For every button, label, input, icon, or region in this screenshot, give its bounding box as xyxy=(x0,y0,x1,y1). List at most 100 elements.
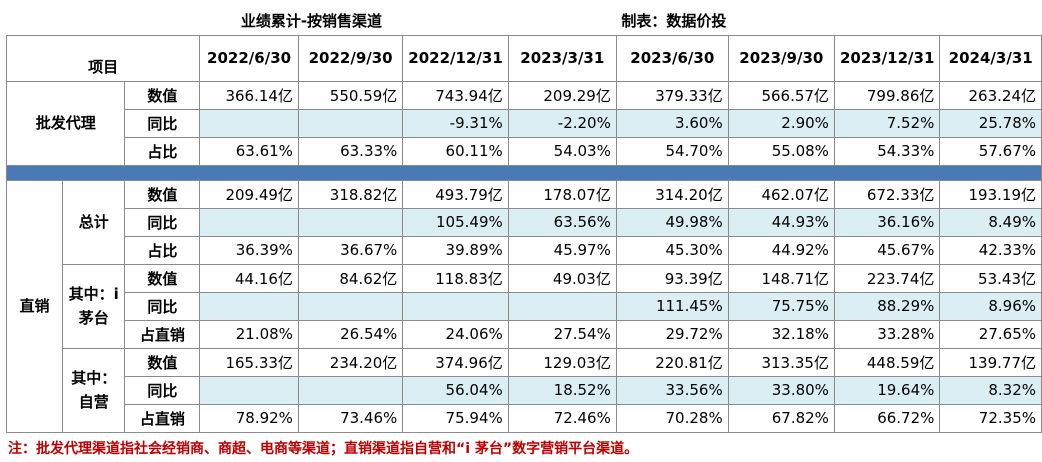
metric-label[interactable]: 同比 xyxy=(124,108,201,138)
value-cell[interactable] xyxy=(297,291,404,321)
value-cell[interactable]: 27.65% xyxy=(939,319,1042,349)
date-header[interactable]: 2024/3/31 xyxy=(939,34,1042,82)
metric-label[interactable]: 占直销 xyxy=(124,319,201,349)
subgroup-imoutai[interactable]: 其中：i茅台 xyxy=(61,263,126,349)
value-cell[interactable]: 566.57亿 xyxy=(727,80,835,110)
value-cell[interactable]: 55.08% xyxy=(727,136,835,166)
metric-label[interactable]: 数值 xyxy=(124,179,201,209)
value-cell[interactable]: 84.62亿 xyxy=(297,263,404,293)
value-cell[interactable]: 314.20亿 xyxy=(615,179,729,209)
date-header[interactable]: 2023/12/31 xyxy=(833,34,941,82)
value-cell[interactable]: 18.52% xyxy=(507,375,617,405)
value-cell[interactable]: 374.96亿 xyxy=(402,347,509,377)
value-cell[interactable]: 24.06% xyxy=(402,319,509,349)
value-cell[interactable]: 263.24亿 xyxy=(939,80,1042,110)
value-cell[interactable]: 29.72% xyxy=(615,319,729,349)
metric-label[interactable]: 同比 xyxy=(124,375,201,405)
value-cell[interactable]: 44.92% xyxy=(727,235,835,265)
value-cell[interactable]: 36.39% xyxy=(199,235,299,265)
metric-label[interactable]: 数值 xyxy=(124,80,201,110)
metric-label[interactable]: 同比 xyxy=(124,207,201,237)
metric-label[interactable]: 同比 xyxy=(124,291,201,321)
value-cell[interactable] xyxy=(297,207,404,237)
value-cell[interactable]: 93.39亿 xyxy=(615,263,729,293)
metric-label[interactable]: 数值 xyxy=(124,347,201,377)
value-cell[interactable]: 193.19亿 xyxy=(939,179,1042,209)
value-cell[interactable]: 45.30% xyxy=(615,235,729,265)
value-cell[interactable]: 3.60% xyxy=(615,108,729,138)
value-cell[interactable] xyxy=(199,108,299,138)
group-wholesale[interactable]: 批发代理 xyxy=(5,80,126,166)
credit-label[interactable]: 制表：数据价投 xyxy=(621,11,727,30)
metric-label[interactable]: 占比 xyxy=(124,235,201,265)
date-header[interactable]: 2022/9/30 xyxy=(297,34,404,82)
value-cell[interactable]: 129.03亿 xyxy=(507,347,617,377)
value-cell[interactable]: 799.86亿 xyxy=(833,80,941,110)
metric-label[interactable]: 占比 xyxy=(124,136,201,166)
value-cell[interactable]: 743.94亿 xyxy=(402,80,509,110)
value-cell[interactable]: 39.89% xyxy=(402,235,509,265)
value-cell[interactable]: 448.59亿 xyxy=(833,347,941,377)
value-cell[interactable]: 44.16亿 xyxy=(199,263,299,293)
value-cell[interactable]: 63.56% xyxy=(507,207,617,237)
value-cell[interactable]: 148.71亿 xyxy=(727,263,835,293)
value-cell[interactable]: 73.46% xyxy=(297,403,404,433)
value-cell[interactable]: 54.33% xyxy=(833,136,941,166)
value-cell[interactable]: 72.46% xyxy=(507,403,617,433)
value-cell[interactable]: 111.45% xyxy=(615,291,729,321)
metric-label[interactable]: 占直销 xyxy=(124,403,201,433)
value-cell[interactable]: 44.93% xyxy=(727,207,835,237)
value-cell[interactable]: 550.59亿 xyxy=(297,80,404,110)
value-cell[interactable]: 313.35亿 xyxy=(727,347,835,377)
value-cell[interactable]: 139.77亿 xyxy=(939,347,1042,377)
value-cell[interactable]: 2.90% xyxy=(727,108,835,138)
sheet-title[interactable]: 业绩累计-按销售渠道 xyxy=(240,11,383,30)
metric-label[interactable]: 数值 xyxy=(124,263,201,293)
value-cell[interactable]: 25.78% xyxy=(939,108,1042,138)
value-cell[interactable]: 63.61% xyxy=(199,136,299,166)
subgroup-total[interactable]: 总计 xyxy=(61,179,126,265)
value-cell[interactable]: 7.52% xyxy=(833,108,941,138)
value-cell[interactable]: 60.11% xyxy=(402,136,509,166)
value-cell[interactable]: 379.33亿 xyxy=(615,80,729,110)
value-cell[interactable]: 72.35% xyxy=(939,403,1042,433)
value-cell[interactable]: 33.56% xyxy=(615,375,729,405)
value-cell[interactable]: 56.04% xyxy=(402,375,509,405)
value-cell[interactable]: 67.82% xyxy=(727,403,835,433)
value-cell[interactable]: 32.18% xyxy=(727,319,835,349)
value-cell[interactable]: 36.16% xyxy=(833,207,941,237)
date-header[interactable]: 2022/12/31 xyxy=(402,34,509,82)
value-cell[interactable]: 19.64% xyxy=(833,375,941,405)
value-cell[interactable]: 33.28% xyxy=(833,319,941,349)
value-cell[interactable]: 8.96% xyxy=(939,291,1042,321)
value-cell[interactable]: 220.81亿 xyxy=(615,347,729,377)
value-cell[interactable]: 366.14亿 xyxy=(199,80,299,110)
value-cell[interactable]: 105.49% xyxy=(402,207,509,237)
value-cell[interactable]: 54.70% xyxy=(615,136,729,166)
value-cell[interactable]: 209.49亿 xyxy=(199,179,299,209)
value-cell[interactable]: 234.20亿 xyxy=(297,347,404,377)
value-cell[interactable]: 672.33亿 xyxy=(833,179,941,209)
value-cell[interactable]: 75.94% xyxy=(402,403,509,433)
value-cell[interactable]: 209.29亿 xyxy=(507,80,617,110)
date-header[interactable]: 2023/9/30 xyxy=(727,34,835,82)
value-cell[interactable]: 70.28% xyxy=(615,403,729,433)
value-cell[interactable]: 8.32% xyxy=(939,375,1042,405)
value-cell[interactable]: 45.97% xyxy=(507,235,617,265)
value-cell[interactable] xyxy=(402,291,509,321)
value-cell[interactable]: 57.67% xyxy=(939,136,1042,166)
value-cell[interactable]: 75.75% xyxy=(727,291,835,321)
value-cell[interactable]: 53.43亿 xyxy=(939,263,1042,293)
value-cell[interactable]: 223.74亿 xyxy=(833,263,941,293)
value-cell[interactable]: 49.03亿 xyxy=(507,263,617,293)
value-cell[interactable]: 88.29% xyxy=(833,291,941,321)
value-cell[interactable]: 21.08% xyxy=(199,319,299,349)
value-cell[interactable] xyxy=(507,291,617,321)
value-cell[interactable]: 42.33% xyxy=(939,235,1042,265)
value-cell[interactable] xyxy=(199,375,299,405)
value-cell[interactable]: 178.07亿 xyxy=(507,179,617,209)
value-cell[interactable] xyxy=(199,291,299,321)
value-cell[interactable]: 63.33% xyxy=(297,136,404,166)
subgroup-self[interactable]: 其中：自营 xyxy=(61,347,126,433)
value-cell[interactable]: 318.82亿 xyxy=(297,179,404,209)
